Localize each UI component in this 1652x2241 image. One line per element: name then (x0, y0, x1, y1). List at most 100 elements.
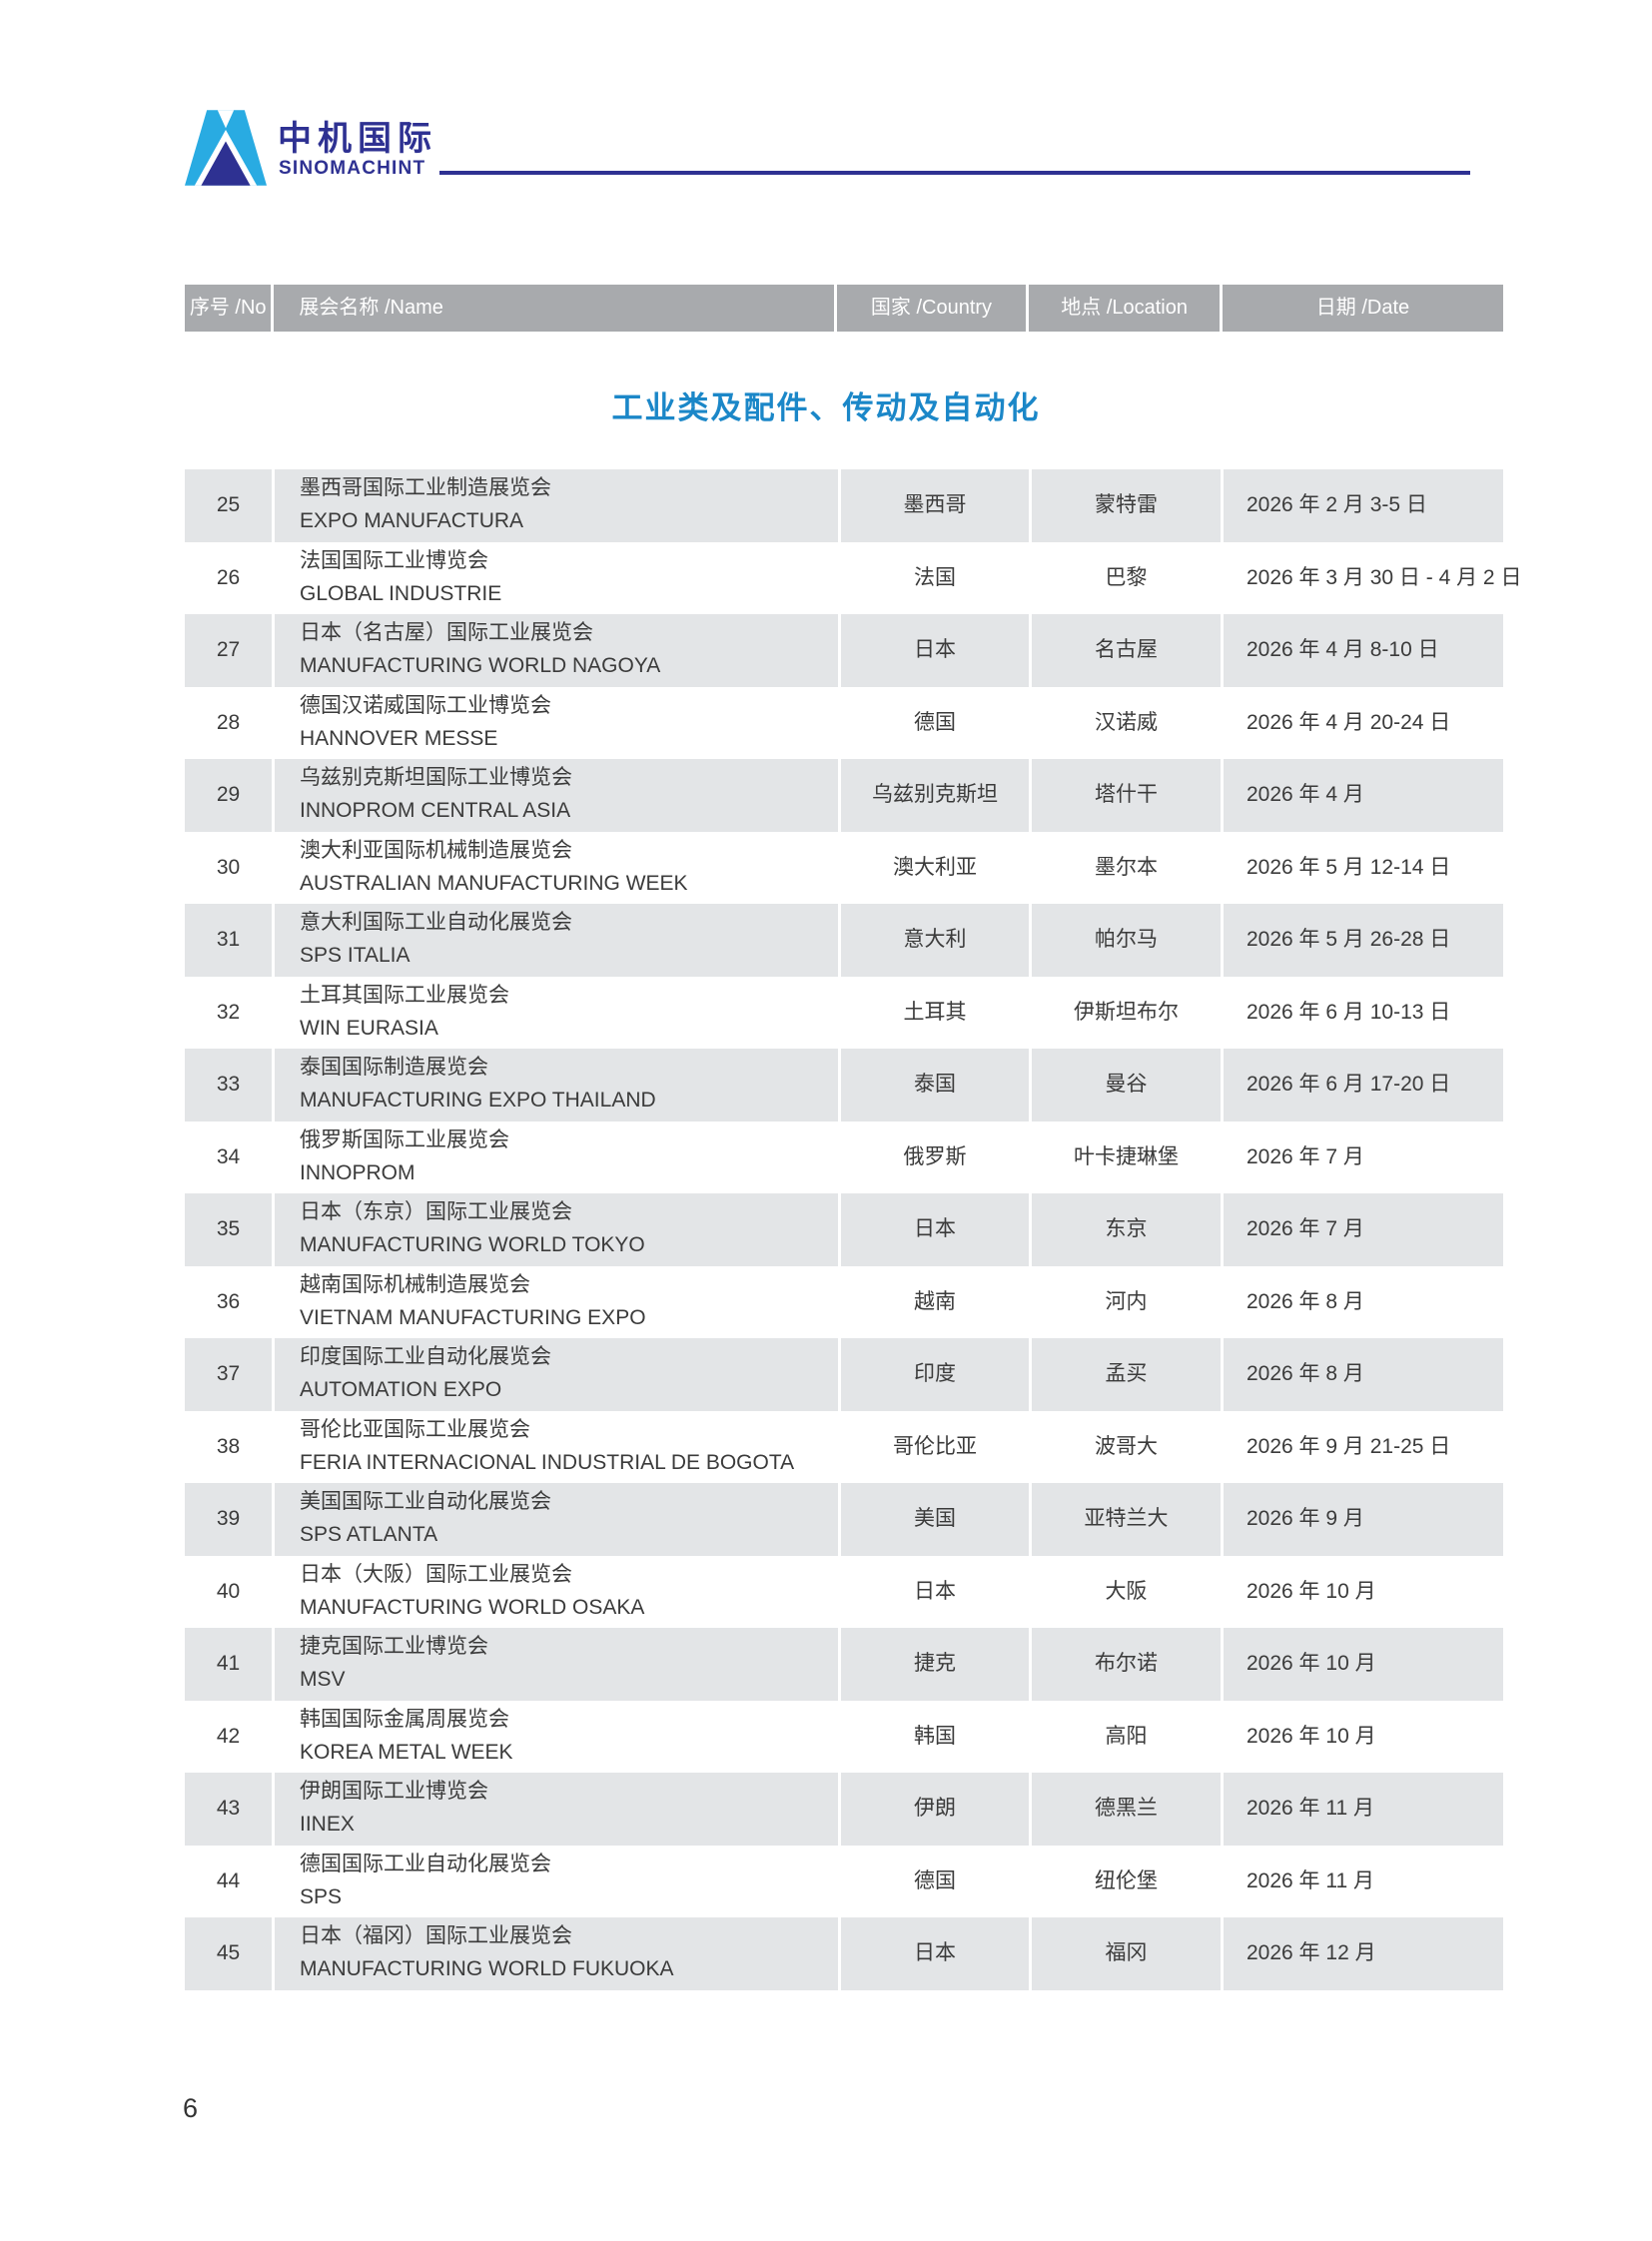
page-number: 6 (183, 2093, 199, 2123)
exhibition-name-en: VIETNAM MANUFACTURING EXPO (300, 1305, 646, 1329)
country-cell: 法国 (838, 541, 1029, 614)
exhibition-name-cell: 伊朗国际工业博览会 IINEX (272, 1773, 838, 1846)
date-cell: 2026 年 4 月 8-10 日 (1221, 614, 1503, 687)
exhibition-name-cn: 意大利国际工业自动化展览会 (300, 911, 572, 934)
date-cell: 2026 年 10 月 (1221, 1555, 1503, 1628)
table-row: 41 捷克国际工业博览会 MSV 捷克 布尔诺 2026 年 10 月 (185, 1628, 1503, 1701)
location-cell: 大阪 (1029, 1555, 1221, 1628)
country-cell: 日本 (838, 1555, 1029, 1628)
sinomachint-logo-icon (185, 110, 267, 186)
column-header-name: 展会名称 /Name (271, 285, 833, 332)
exhibition-name-cell: 印度国际工业自动化展览会 AUTOMATION EXPO (272, 1338, 838, 1411)
date-cell: 2026 年 5 月 26-28 日 (1221, 904, 1503, 977)
exhibition-name-en: HANNOVER MESSE (300, 726, 498, 750)
date-cell: 2026 年 11 月 (1221, 1845, 1503, 1917)
row-number: 33 (216, 1073, 241, 1096)
exhibition-name-en: INNOPROM (300, 1160, 415, 1184)
location-cell: 福冈 (1029, 1917, 1221, 1990)
table-row: 43 伊朗国际工业博览会 IINEX 伊朗 德黑兰 2026 年 11 月 (185, 1773, 1503, 1846)
location-cell: 亚特兰大 (1029, 1483, 1221, 1556)
table-body: 25 墨西哥国际工业制造展览会 EXPO MANUFACTURA 墨西哥 蒙特雷… (185, 469, 1521, 1990)
exhibition-name-cell: 日本（东京）国际工业展览会 MANUFACTURING WORLD TOKYO (272, 1193, 838, 1266)
table-row: 31 意大利国际工业自动化展览会 SPS ITALIA 意大利 帕尔马 2026… (185, 904, 1503, 977)
column-header-date: 日期 /Date (1219, 285, 1503, 332)
exhibition-name-en: SPS (300, 1884, 343, 1908)
exhibition-name-en: SPS ATLANTA (300, 1523, 438, 1547)
exhibition-name-cn: 泰国国际制造展览会 (300, 1056, 488, 1079)
row-number: 30 (216, 855, 241, 879)
row-number: 32 (216, 1000, 241, 1024)
table-row: 38 哥伦比亚国际工业展览会 FERIA INTERNACIONAL INDUS… (185, 1410, 1503, 1483)
row-number: 36 (216, 1289, 241, 1313)
exhibition-name-cell: 韩国国际金属周展览会 KOREA METAL WEEK (272, 1700, 838, 1773)
row-number: 28 (216, 710, 241, 734)
exhibition-name-en: MANUFACTURING WORLD OSAKA (300, 1595, 645, 1619)
table-row: 40 日本（大阪）国际工业展览会 MANUFACTURING WORLD OSA… (185, 1555, 1503, 1628)
exhibition-name-cell: 美国国际工业自动化展览会 SPS ATLANTA (272, 1483, 838, 1556)
country-cell: 日本 (838, 1917, 1029, 1990)
column-header-no: 序号 /No (189, 297, 267, 319)
row-number: 35 (216, 1217, 241, 1240)
location-cell: 蒙特雷 (1029, 469, 1221, 542)
exhibition-name-cell: 越南国际机械制造展览会 VIETNAM MANUFACTURING EXPO (272, 1265, 838, 1338)
exhibition-name-cn: 哥伦比亚国际工业展览会 (300, 1417, 530, 1441)
exhibition-name-cn: 法国国际工业博览会 (300, 548, 488, 572)
exhibition-name-en: MANUFACTURING EXPO THAILAND (300, 1089, 656, 1113)
exhibition-name-cell: 乌兹别克斯坦国际工业博览会 INNOPROM CENTRAL ASIA (272, 759, 838, 832)
date-cell: 2026 年 11 月 (1221, 1773, 1503, 1846)
exhibition-name-cn: 德国国际工业自动化展览会 (300, 1852, 551, 1875)
date-cell: 2026 年 3 月 30 日 - 4 月 2 日 (1221, 541, 1521, 614)
country-cell: 哥伦比亚 (838, 1410, 1029, 1483)
exhibition-name-cell: 日本（名古屋）国际工业展览会 MANUFACTURING WORLD NAGOY… (272, 614, 838, 687)
table-header: 序号 /No 展会名称 /Name 国家 /Country 地点 /Locati… (185, 285, 1503, 332)
table-row: 34 俄罗斯国际工业展览会 INNOPROM 俄罗斯 叶卡捷琳堡 2026 年 … (185, 1120, 1503, 1193)
country-cell: 乌兹别克斯坦 (838, 759, 1029, 832)
column-header-country: 国家 /Country (833, 285, 1027, 332)
brand-name-en: SINOMACHINT (279, 158, 426, 179)
country-cell: 伊朗 (838, 1773, 1029, 1846)
exhibition-name-en: EXPO MANUFACTURA (300, 509, 524, 533)
row-number: 31 (216, 928, 241, 951)
location-cell: 纽伦堡 (1029, 1845, 1221, 1917)
date-cell: 2026 年 5 月 12-14 日 (1221, 831, 1503, 904)
row-number: 39 (216, 1507, 241, 1530)
exhibition-name-en: INNOPROM CENTRAL ASIA (300, 799, 571, 823)
location-cell: 德黑兰 (1029, 1773, 1221, 1846)
brand-name-cn: 中机国际 (278, 120, 437, 158)
exhibition-name-cn: 澳大利亚国际机械制造展览会 (300, 838, 572, 862)
exhibition-name-en: AUTOMATION EXPO (300, 1378, 502, 1402)
exhibition-name-cell: 哥伦比亚国际工业展览会 FERIA INTERNACIONAL INDUSTRI… (272, 1410, 838, 1483)
table-row: 37 印度国际工业自动化展览会 AUTOMATION EXPO 印度 孟买 20… (185, 1338, 1503, 1411)
location-cell: 布尔诺 (1029, 1628, 1221, 1701)
row-number: 37 (216, 1362, 241, 1385)
exhibition-name-en: KOREA METAL WEEK (300, 1740, 513, 1764)
exhibition-name-en: MSV (300, 1668, 346, 1692)
exhibition-name-cell: 法国国际工业博览会 GLOBAL INDUSTRIE (272, 541, 838, 614)
exhibition-name-en: IINEX (300, 1813, 355, 1837)
date-cell: 2026 年 8 月 (1221, 1338, 1503, 1411)
section-title: 工业类及配件、传动及自动化 (611, 390, 1041, 425)
table-row: 29 乌兹别克斯坦国际工业博览会 INNOPROM CENTRAL ASIA 乌… (185, 759, 1503, 832)
exhibition-name-cell: 墨西哥国际工业制造展览会 EXPO MANUFACTURA (272, 469, 838, 542)
table-row: 35 日本（东京）国际工业展览会 MANUFACTURING WORLD TOK… (185, 1193, 1503, 1266)
location-cell: 波哥大 (1029, 1410, 1221, 1483)
country-cell: 泰国 (838, 1049, 1029, 1121)
country-cell: 俄罗斯 (838, 1120, 1029, 1193)
country-cell: 印度 (838, 1338, 1029, 1411)
date-cell: 2026 年 2 月 3-5 日 (1221, 469, 1503, 542)
row-number: 27 (216, 638, 241, 661)
exhibition-name-en: WIN EURASIA (300, 1016, 438, 1040)
row-number: 44 (216, 1868, 241, 1892)
exhibition-name-cn: 捷克国际工业博览会 (300, 1635, 488, 1658)
table-row: 26 法国国际工业博览会 GLOBAL INDUSTRIE 法国 巴黎 2026… (185, 541, 1521, 614)
country-cell: 美国 (838, 1483, 1029, 1556)
location-cell: 塔什干 (1029, 759, 1221, 832)
exhibition-name-cn: 越南国际机械制造展览会 (300, 1272, 530, 1296)
location-cell: 高阳 (1029, 1700, 1221, 1773)
exhibition-name-cell: 澳大利亚国际机械制造展览会 AUSTRALIAN MANUFACTURING W… (272, 831, 838, 904)
exhibition-name-cn: 韩国国际金属周展览会 (300, 1707, 509, 1731)
row-number: 41 (216, 1652, 241, 1675)
row-number: 26 (216, 565, 241, 589)
exhibition-name-en: MANUFACTURING WORLD FUKUOKA (300, 1957, 674, 1981)
column-header-location: 地点 /Location (1026, 285, 1220, 332)
